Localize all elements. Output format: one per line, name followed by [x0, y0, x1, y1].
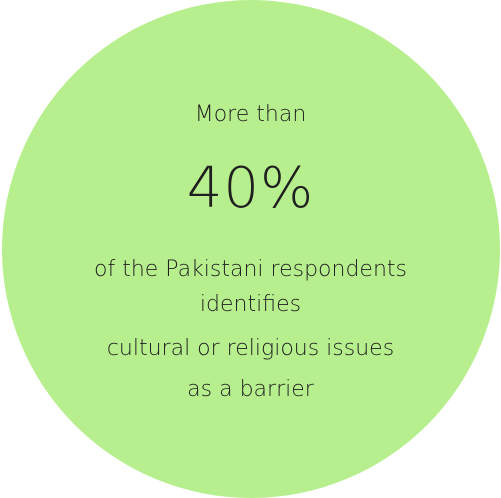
stat-value: 40%	[186, 156, 315, 221]
stat-description-line-2: identifies	[199, 292, 302, 317]
stat-description-line-3: cultural or religious issues	[106, 336, 395, 361]
stat-description-line-4: as a barrier	[187, 377, 314, 402]
stat-description-line-1: of the Pakistani respondents	[94, 257, 407, 282]
stat-lead: More than	[194, 102, 307, 127]
